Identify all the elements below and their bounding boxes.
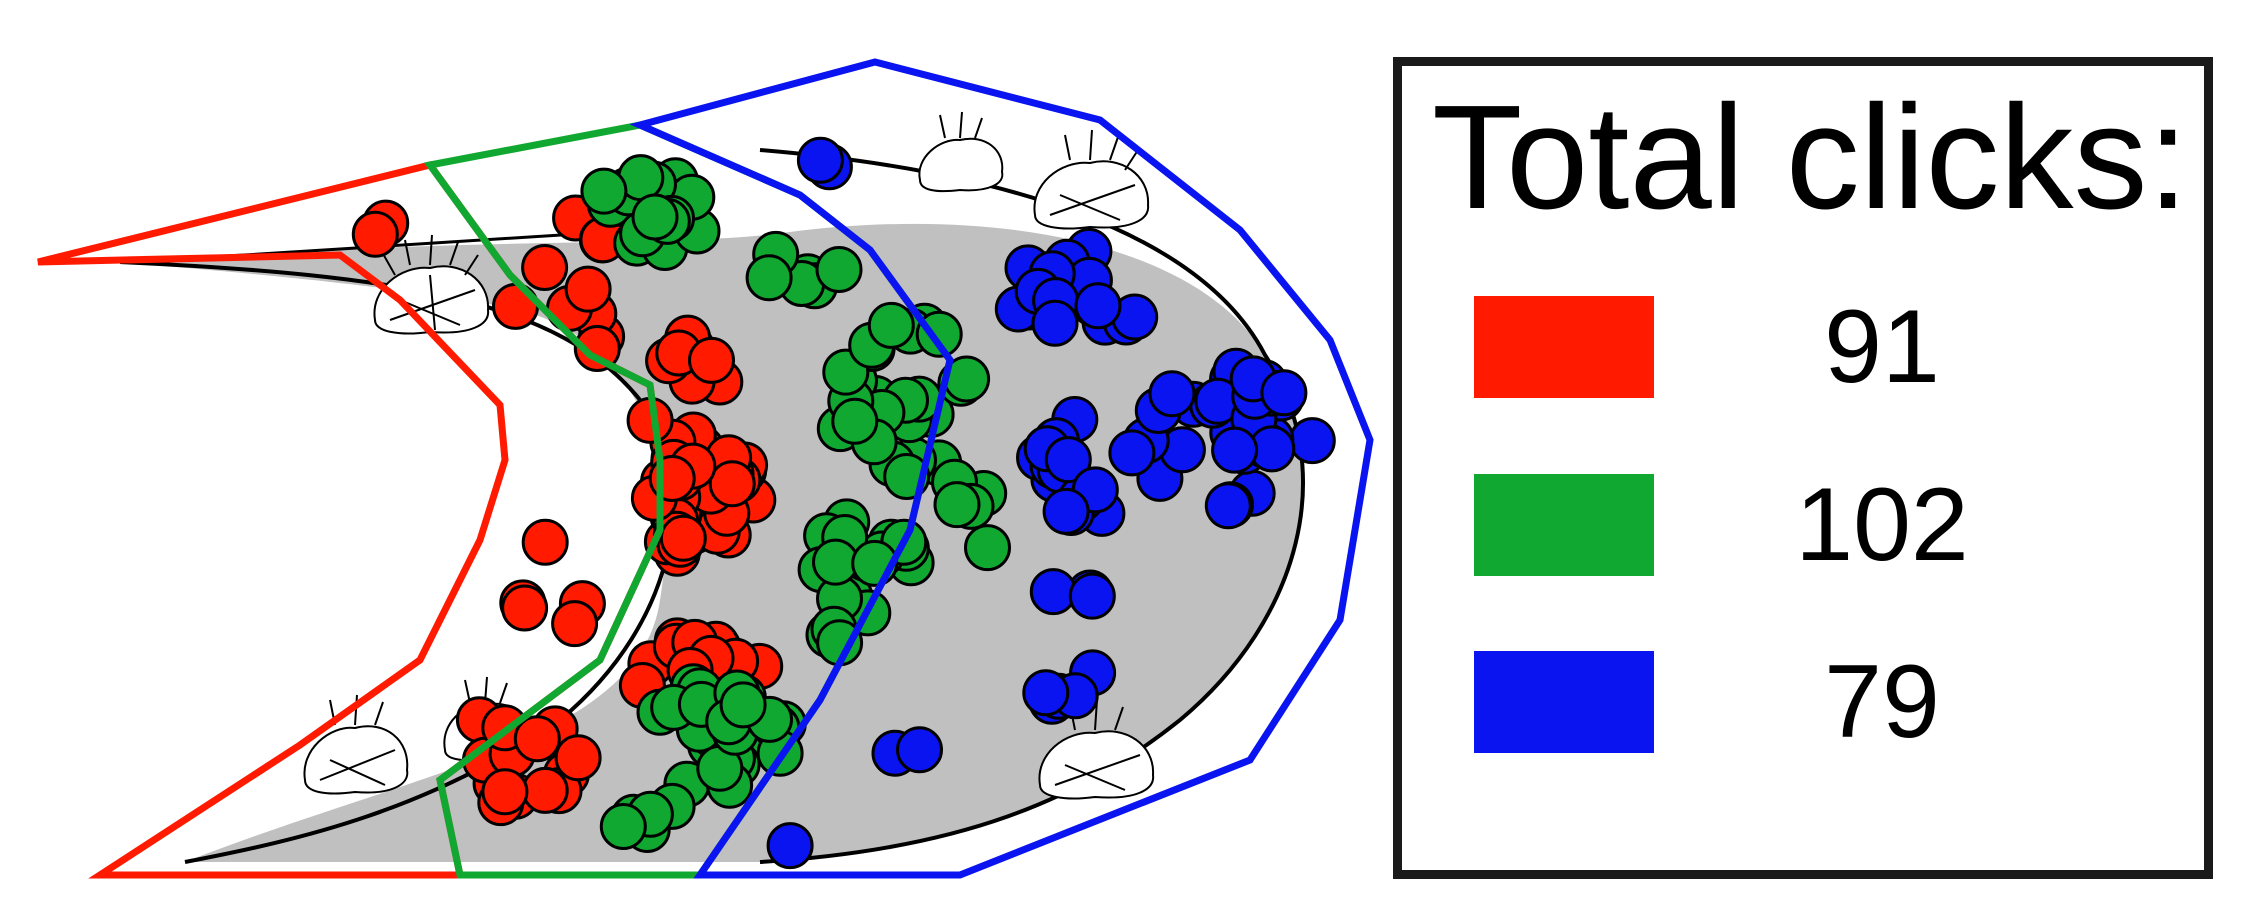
blue-click-dot [1068, 572, 1116, 620]
green-click-dot [599, 803, 647, 850]
red-click-dot [521, 244, 569, 291]
blue-click-dot [896, 726, 943, 774]
red-click-dot [513, 715, 561, 763]
green-click-dot [867, 301, 915, 349]
red-click-dot [659, 514, 707, 562]
blue-click-dot [1074, 282, 1122, 330]
red-click-dot [521, 766, 569, 814]
red-click-dot [551, 600, 599, 648]
red-click-dot [708, 460, 756, 508]
bush-icon [373, 234, 490, 335]
legend: Total clicks: 91 102 79 [1393, 57, 2213, 879]
blue-click-dot [1148, 370, 1196, 418]
green-click-dot [812, 538, 859, 586]
blue-click-dot [1044, 436, 1092, 484]
blue-count: 79 [1824, 644, 1940, 760]
bush-icon [918, 111, 1004, 193]
blue-click-dot [1288, 417, 1336, 465]
red-click-dot [521, 518, 569, 566]
blue-click-dot [766, 822, 814, 870]
legend-entry-green: 102 [1402, 468, 2222, 584]
blue-click-dot [796, 136, 844, 184]
blue-click-dots [766, 136, 1336, 870]
green-click-dot [933, 481, 981, 529]
red-click-dot [564, 265, 612, 313]
bush-icon [303, 694, 409, 795]
legend-entry-red: 91 [1402, 290, 2222, 406]
green-click-dot [915, 310, 963, 358]
green-click-dot [815, 246, 863, 293]
blue-click-dot [1211, 426, 1259, 474]
red-click-dot [501, 584, 549, 632]
green-click-dot [745, 254, 793, 302]
legend-title: Total clicks: [1432, 75, 2189, 240]
blue-click-dot [1031, 299, 1079, 347]
blue-click-dot [1108, 429, 1156, 477]
blue-click-dot [1042, 487, 1090, 535]
bush-icon [1033, 129, 1150, 230]
red-click-dot [554, 734, 602, 782]
red-click-dot [481, 768, 529, 816]
green-click-dot [580, 167, 628, 215]
green-click-dots [580, 154, 1011, 853]
blue-zone-outline [629, 58, 1374, 879]
legend-entry-blue: 79 [1402, 645, 2222, 761]
blue-swatch [1474, 651, 1654, 753]
red-swatch [1474, 296, 1654, 398]
red-click-dot [688, 336, 735, 384]
green-click-dot [719, 681, 767, 729]
green-swatch [1474, 474, 1654, 576]
red-count: 91 [1824, 289, 1940, 405]
green-click-dot [831, 397, 879, 445]
green-click-dot [631, 193, 679, 241]
green-click-dot [964, 524, 1011, 572]
blue-click-dot [1204, 482, 1252, 530]
blue-click-dot [1022, 669, 1070, 717]
blue-click-dot [1260, 369, 1308, 417]
blue-click-dot [1029, 568, 1077, 616]
red-click-dot [351, 210, 399, 258]
red-click-dot [573, 325, 621, 372]
green-count: 102 [1795, 467, 1969, 583]
